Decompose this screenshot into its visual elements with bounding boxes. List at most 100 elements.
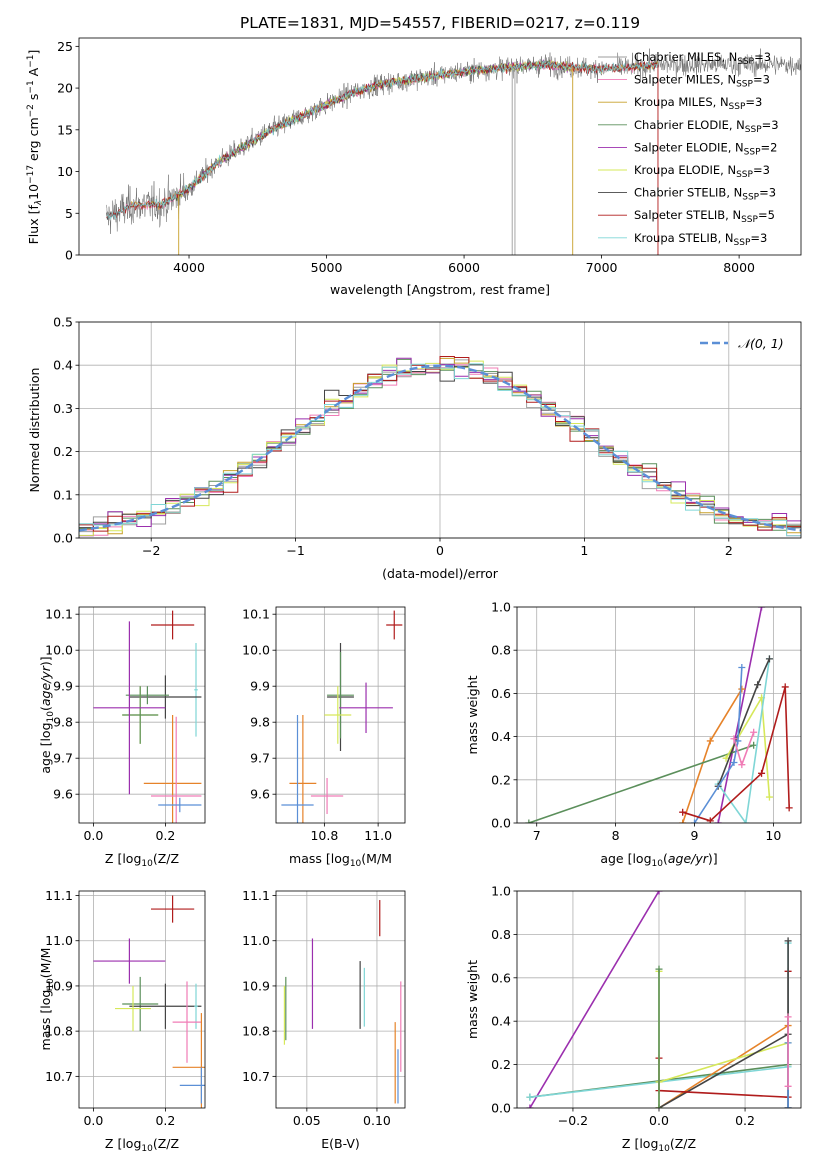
label-part: Salpeter ELODIE, N (634, 140, 744, 154)
label-part: 10 (46, 978, 56, 990)
x-tick-label: −1 (286, 543, 304, 558)
plot-area (106, 48, 801, 255)
label-part: 10 (652, 859, 664, 869)
label-part: age/yr (668, 851, 709, 866)
y-tick-label: 25 (57, 39, 73, 54)
weight-marker (679, 819, 687, 823)
errorbar-salpeter_stelib (151, 610, 195, 640)
weight-marker (758, 607, 766, 611)
weight-marker (784, 937, 792, 945)
label-part: SSP (745, 125, 762, 135)
weight-marker (691, 819, 698, 823)
label-part: Z [log (105, 851, 141, 866)
weight-marker (730, 735, 738, 743)
x-tick-label: 0.2 (735, 1113, 755, 1128)
x-axis-label-massweight_vs_Z: Z [log10(Z/Z (622, 1136, 696, 1154)
axes-border (78, 890, 206, 1109)
weight-marker (765, 793, 773, 801)
y-tick-label: 0.0 (53, 531, 73, 546)
label-part: Z [log (105, 1136, 141, 1151)
x-tick-label: 8 (612, 828, 620, 843)
y-tick-label: 10 (57, 164, 73, 179)
errorbar-kroupa_stelib (194, 983, 198, 1029)
label-part: Z [log (622, 1136, 658, 1151)
label-part: age [log (600, 851, 651, 866)
errorbar-salpeter_elodie (339, 682, 393, 733)
weight-marker (758, 769, 766, 777)
y-tick-label: 0.2 (53, 444, 73, 459)
y-tick-label: 11.1 (45, 888, 73, 903)
y-tick-label: 0.0 (491, 1101, 511, 1116)
legend-entry-kroupa_miles: Kroupa MILES, NSSP=3 (634, 95, 762, 112)
label-part: =3 (753, 73, 770, 87)
weight-line-orange (681, 688, 743, 823)
y-tick-label: 0.8 (491, 643, 511, 658)
y-tick-label: 10.0 (242, 643, 270, 658)
label-part: ( (38, 706, 53, 711)
errorbar-salpeter_stelib (151, 895, 195, 923)
errorbar-chabrier_elodie (125, 686, 169, 705)
y-tick-label: 0.4 (53, 358, 73, 373)
plot-area (526, 891, 792, 1108)
axes-border (78, 37, 802, 256)
weight-line-kroupa_stelib (717, 658, 771, 823)
y-tick-label: 9.8 (250, 715, 270, 730)
plot-area (93, 610, 202, 823)
y-tick-label: 0.2 (491, 772, 511, 787)
axes-spectrum: 4000 5000 6000 7000 8000 0 5 10 15 20 25 (57, 37, 802, 275)
residual-legend: 𝒩(0, 1) (700, 336, 784, 351)
y-tick-label: 0.1 (53, 487, 73, 502)
axes-mass_vs_Z: 0.0 0.2 10.7 10.8 10.9 11.0 11.1 (45, 888, 206, 1128)
errorbar-salpeter_miles (172, 981, 202, 1063)
y-tick-label: 9.7 (250, 751, 270, 766)
weight-marker (738, 663, 746, 671)
histogram-kroupa_stelib (79, 363, 801, 538)
gaussian-curve (79, 364, 801, 532)
label-part: =5 (758, 208, 775, 222)
y-tick-label: 10.1 (45, 607, 73, 622)
y-tick-label: 10.1 (242, 607, 270, 622)
label-part: Flux [f (26, 205, 41, 245)
label-part: =3 (759, 186, 776, 200)
x-tick-label: 6000 (448, 260, 480, 275)
label-part: =3 (750, 231, 767, 245)
errorbar-chabrier_elodie (327, 652, 354, 739)
label-part: SSP (736, 170, 753, 180)
label-part: −1 (26, 55, 36, 68)
label-part: =3 (754, 50, 771, 64)
label-part: Kroupa STELIB, N (634, 231, 734, 245)
x-axis-label-massweight_vs_age: age [log10(age/yr)] (600, 851, 717, 869)
x-axis-label-age_vs_mass: mass [log10(M/M (289, 851, 392, 869)
axes-frame: 0.0 0.2 10.7 10.8 10.9 11.0 11.1 (45, 888, 206, 1128)
label-part: =3 (745, 95, 762, 109)
weight-marker (784, 1082, 792, 1090)
weight-line-kroupa_elodie (658, 1042, 789, 1083)
y-tick-label: 10.9 (45, 978, 73, 993)
y-tick-label: 0.0 (491, 816, 511, 831)
x-axis-label-mass_vs_Z: Z [log10(Z/Z (105, 1136, 179, 1154)
x-tick-label: 8000 (723, 260, 755, 275)
errorbar-kroupa_stelib (194, 643, 198, 737)
label-part: 10 (350, 859, 362, 869)
label-part: Chabrier STELIB, N (634, 186, 742, 200)
weight-line-chabrier_stelib (658, 1033, 789, 1108)
errorbar-chabrier_elodie (122, 976, 159, 1032)
plot-area (79, 356, 801, 538)
label-part: −1 (26, 80, 36, 93)
label-part: A (26, 67, 41, 80)
label-part: λ (34, 200, 44, 206)
axes-frame: −0.2 0.0 0.2 0.0 0.2 0.4 0.6 0.8 1.0 (491, 884, 802, 1128)
errorbar-blue (179, 1067, 205, 1104)
axes-border (516, 606, 802, 824)
y-tick-label: 10.7 (45, 1069, 73, 1084)
weight-marker (781, 683, 789, 691)
x-tick-label: 1 (580, 543, 588, 558)
errorbar-blue (158, 797, 202, 813)
x-tick-label: 0 (436, 543, 444, 558)
errorbar-blue (281, 715, 314, 823)
label-part: 10 (141, 859, 153, 869)
label-part: mass [log (289, 851, 350, 866)
model-spectrum-salpeter_stelib (106, 60, 658, 218)
axes-mass_vs_ebv: 0.05 0.10 10.7 10.8 10.9 11.0 11.1 (242, 888, 406, 1128)
label-part: =3 (753, 163, 770, 177)
